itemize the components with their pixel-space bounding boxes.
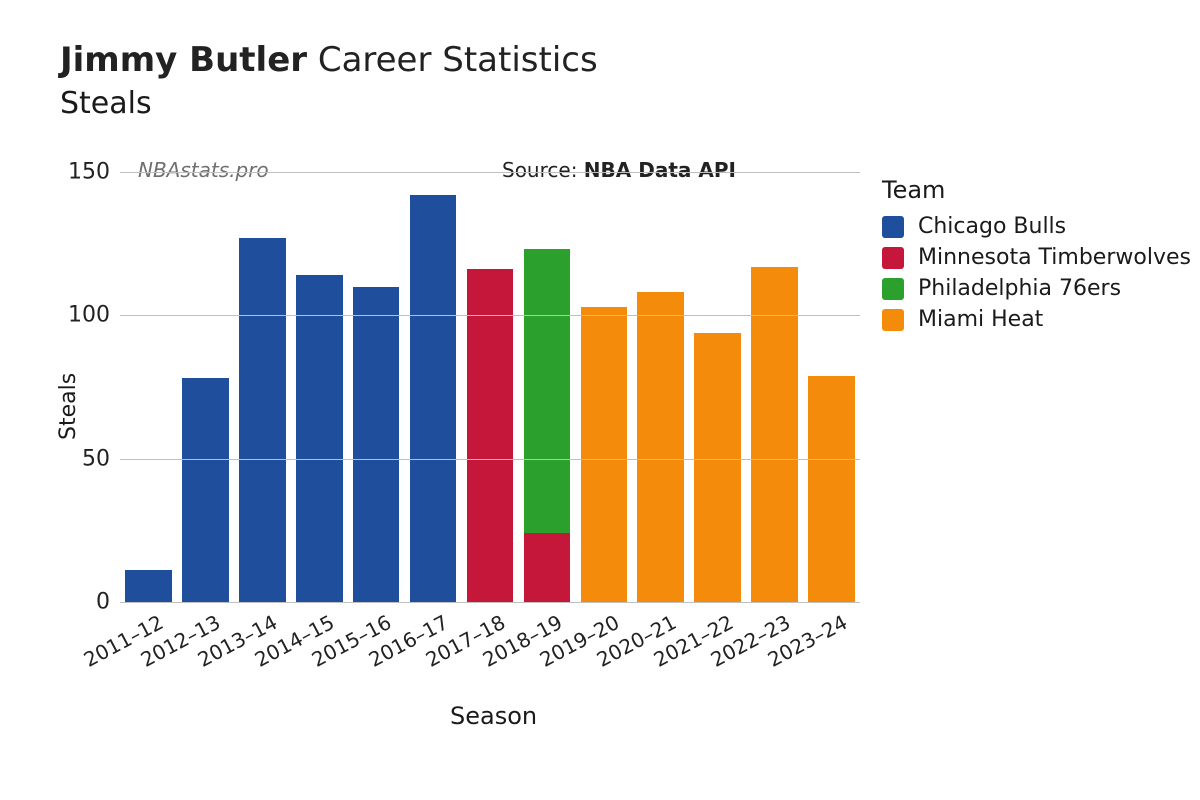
legend-label: Miami Heat xyxy=(918,307,1043,332)
legend-label: Minnesota Timberwolves xyxy=(918,245,1191,270)
gridline xyxy=(120,315,860,316)
chart-subtitle: Steals xyxy=(60,86,598,121)
player-name: Jimmy Butler xyxy=(60,40,307,80)
bar-segment xyxy=(296,275,343,602)
bar-segment xyxy=(125,570,172,602)
bar-slot xyxy=(694,172,741,602)
bar-slot xyxy=(296,172,343,602)
bar-segment xyxy=(581,307,628,602)
legend-item: Minnesota Timberwolves xyxy=(882,245,1191,270)
legend-swatch xyxy=(882,309,904,331)
gridline xyxy=(120,172,860,173)
legend-item: Philadelphia 76ers xyxy=(882,276,1191,301)
bar-segment xyxy=(239,238,286,602)
bar-segment xyxy=(410,195,457,602)
plot-inner xyxy=(120,172,860,602)
bar-segment xyxy=(694,333,741,602)
bar-segment xyxy=(524,249,571,533)
bar-slot xyxy=(581,172,628,602)
x-axis-label: Season xyxy=(450,702,537,730)
gridline xyxy=(120,602,860,603)
bar-segment xyxy=(467,269,514,602)
bar-slot xyxy=(182,172,229,602)
chart-title-block: Jimmy Butler Career Statistics Steals xyxy=(60,40,598,121)
bar-segment xyxy=(751,267,798,602)
legend-rows: Chicago Bulls Minnesota Timberwolves Phila… xyxy=(882,214,1191,332)
plot-area xyxy=(120,172,860,602)
bar-segment xyxy=(808,376,855,602)
bar-slot xyxy=(637,172,684,602)
legend-swatch xyxy=(882,247,904,269)
bar-segment xyxy=(524,533,571,602)
bar-slot xyxy=(410,172,457,602)
legend-swatch xyxy=(882,278,904,300)
legend-swatch xyxy=(882,216,904,238)
legend-label: Philadelphia 76ers xyxy=(918,276,1121,301)
legend: Team Chicago Bulls Minnesota Timberwolves… xyxy=(882,176,1191,338)
bar-slot xyxy=(751,172,798,602)
legend-item: Chicago Bulls xyxy=(882,214,1191,239)
bar-segment xyxy=(353,287,400,602)
bar-slot xyxy=(239,172,286,602)
bar-slot xyxy=(808,172,855,602)
bar-segment xyxy=(637,292,684,602)
bars-layer xyxy=(120,172,860,602)
y-tick: 100 xyxy=(50,303,110,328)
bar-slot xyxy=(524,172,571,602)
y-axis-label: Steals xyxy=(56,373,81,440)
y-tick: 150 xyxy=(50,160,110,185)
title-suffix: Career Statistics xyxy=(318,40,598,80)
chart-canvas: Jimmy Butler Career Statistics Steals NB… xyxy=(0,0,1200,800)
y-tick: 0 xyxy=(50,590,110,615)
bar-slot xyxy=(353,172,400,602)
gridline xyxy=(120,459,860,460)
legend-title: Team xyxy=(882,176,1191,204)
y-tick: 50 xyxy=(50,446,110,471)
bar-slot xyxy=(125,172,172,602)
legend-label: Chicago Bulls xyxy=(918,214,1066,239)
bar-segment xyxy=(182,378,229,602)
chart-title-line1: Jimmy Butler Career Statistics xyxy=(60,40,598,80)
legend-item: Miami Heat xyxy=(882,307,1191,332)
bar-slot xyxy=(467,172,514,602)
